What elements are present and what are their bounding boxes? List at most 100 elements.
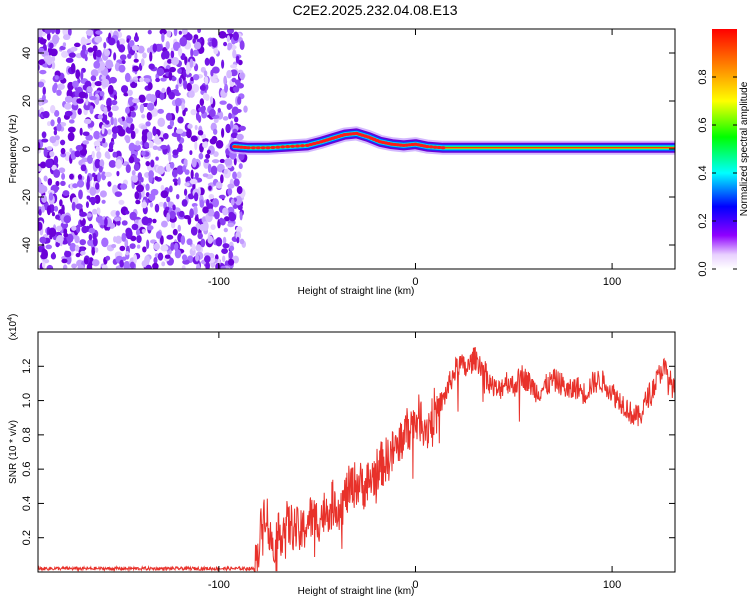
spectrogram-noise-point xyxy=(170,76,177,82)
spectrogram-noise-point xyxy=(181,199,188,207)
spectrogram-noise-point xyxy=(161,87,166,94)
spectrogram-noise-point xyxy=(171,169,178,178)
spectrogram-noise-point xyxy=(145,121,151,127)
spectrogram-noise-point xyxy=(101,112,108,123)
spectrogram-noise-point xyxy=(61,172,66,180)
spectrogram-noise-point xyxy=(191,83,200,93)
snr-y-multiplier: (x104) xyxy=(7,314,19,341)
spectrogram-noise-point xyxy=(141,201,148,209)
spectrogram-noise-point xyxy=(210,69,214,77)
spectrogram-noise-point xyxy=(171,57,180,66)
spectrogram-noise-region xyxy=(38,29,248,269)
spectrogram-noise-point xyxy=(237,204,243,211)
spectrogram-noise-point xyxy=(53,169,61,178)
spectrogram-noise-point xyxy=(215,237,223,247)
spectrogram-noise-point xyxy=(130,123,135,131)
spectrogram-noise-point xyxy=(146,225,154,231)
spectrogram-noise-point xyxy=(146,111,152,121)
spectrogram-noise-point xyxy=(235,226,243,234)
spectrogram-noise-point xyxy=(85,134,93,141)
spectrogram-noise-point xyxy=(169,119,175,127)
spectrogram-noise-point xyxy=(134,52,138,60)
spectrogram-noise-point xyxy=(53,82,58,90)
snr-y-tick-label: 1.2 xyxy=(21,359,33,374)
spectrogram-noise-point xyxy=(152,262,159,269)
spectrogram-noise-point xyxy=(157,165,165,175)
spectrogram-noise-point xyxy=(91,150,95,159)
spectrogram-noise-point xyxy=(149,51,153,62)
spectrogram-noise-point xyxy=(99,190,107,198)
spectrogram-noise-point xyxy=(130,111,137,118)
spectrogram-noise-point xyxy=(214,210,220,220)
spectrogram-noise-point xyxy=(228,211,235,218)
spectrogram-noise-point xyxy=(123,261,131,269)
spectrogram-noise-point xyxy=(161,261,166,267)
spectrogram-noise-point xyxy=(54,110,60,117)
snr-y-multiplier-exp: 4 xyxy=(7,317,14,321)
snr-y-tick-label: 0.6 xyxy=(21,461,33,476)
spectrogram-noise-point xyxy=(166,30,172,38)
spectrogram-noise-point xyxy=(56,89,62,96)
colorbar-gradient xyxy=(712,29,737,269)
spectrogram-noise-point xyxy=(167,58,173,64)
colorbar-ticks: 0.0 0.2 0.4 0.6 0.8 xyxy=(697,69,737,277)
spectrogram-noise-point xyxy=(154,203,160,213)
spectrogram-noise-point xyxy=(71,263,78,269)
spectrogram-noise-point xyxy=(62,42,67,47)
spectrogram-noise-point xyxy=(178,77,182,85)
spectrogram-noise-point xyxy=(126,38,130,43)
spectrogram-noise-point xyxy=(92,208,98,215)
spectrogram-noise-point xyxy=(50,29,56,34)
spectrogram-noise-point xyxy=(222,236,227,245)
spectrogram-noise-point xyxy=(224,83,229,94)
spectrogram-noise-point xyxy=(172,149,179,156)
spectrogram-noise-point xyxy=(145,183,150,191)
spectrogram-noise-point xyxy=(54,135,60,141)
colorbar-tick-label: 0.8 xyxy=(697,69,709,84)
spectrogram-track-peak xyxy=(255,146,261,150)
spectrogram-noise-point xyxy=(84,55,88,62)
spectrogram-noise-point xyxy=(57,83,65,90)
spectrogram-noise-point xyxy=(101,237,109,248)
spectrogram-noise-point xyxy=(203,158,210,163)
spectrogram-noise-point xyxy=(140,58,145,67)
spectrogram-noise-point xyxy=(104,49,111,57)
spectrogram-noise-point xyxy=(131,81,136,88)
spectrogram-noise-point xyxy=(186,82,192,92)
spectrogram-noise-point xyxy=(153,242,160,251)
spectrogram-noise-point xyxy=(55,180,60,187)
spectrogram-noise-point xyxy=(202,173,209,178)
spectrogram-noise-point xyxy=(159,92,165,101)
spectrogram-noise-point xyxy=(139,77,144,83)
spectrogram-noise-point xyxy=(195,244,202,252)
spectrogram-noise-point xyxy=(140,176,144,183)
spectrogram-noise-point xyxy=(169,161,175,169)
spectrogram-noise-point xyxy=(90,75,97,82)
spectrogram-noise-point xyxy=(146,131,153,141)
spectrogram-noise-point xyxy=(197,29,202,34)
spectrogram-noise-point xyxy=(115,235,122,244)
spectrogram-noise-point xyxy=(221,128,225,138)
spectrogram-noise-point xyxy=(89,105,94,115)
spectrogram-noise-point xyxy=(189,208,194,219)
spectrogram-noise-point xyxy=(197,232,203,240)
spectrogram-noise-point xyxy=(209,56,216,67)
spectrogram-noise-point xyxy=(222,255,226,263)
spectrogram-noise-point xyxy=(77,108,82,115)
spectrogram-y-tick-label: -40 xyxy=(21,237,33,253)
spectrogram-noise-point xyxy=(46,146,53,151)
spectrogram-noise-point xyxy=(124,238,129,248)
spectrogram-noise-point xyxy=(70,46,78,52)
spectrogram-noise-point xyxy=(204,57,210,66)
spectrogram-noise-point xyxy=(176,131,181,142)
spectrogram-noise-point xyxy=(89,95,97,101)
spectrogram-noise-point xyxy=(54,75,59,80)
spectrogram-noise-point xyxy=(38,141,41,151)
spectrogram-noise-point xyxy=(96,151,102,159)
spectrogram-noise-point xyxy=(113,236,117,243)
spectrogram-noise-point xyxy=(213,47,219,55)
snr-y-tick-label: 0.4 xyxy=(21,496,33,511)
spectrogram-noise-point xyxy=(190,76,194,82)
spectrogram-noise-point xyxy=(145,264,153,269)
spectrogram-noise-point xyxy=(172,204,176,211)
